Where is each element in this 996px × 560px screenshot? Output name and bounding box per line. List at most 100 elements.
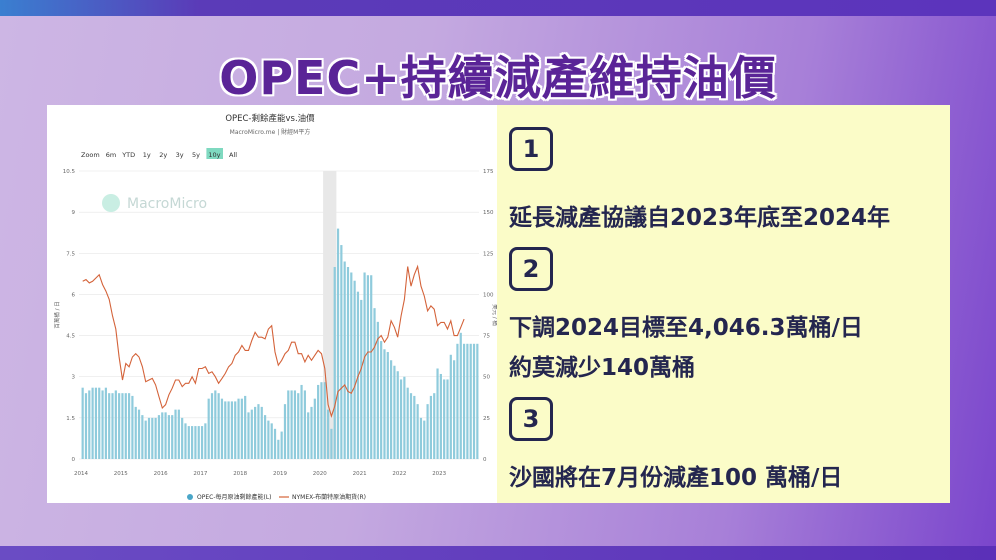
spare-capacity-bar bbox=[250, 409, 253, 459]
spare-capacity-bar bbox=[326, 409, 330, 459]
y-left-tick-label: 6 bbox=[72, 292, 76, 298]
x-tick-label: 2019 bbox=[273, 471, 287, 477]
key-points-panel: 1 延長減產協議自2023年底至2024年 2 下調2024目標至4,046.3… bbox=[497, 105, 950, 503]
spare-capacity-bar bbox=[157, 415, 161, 459]
spare-capacity-bar bbox=[343, 261, 346, 459]
spare-capacity-bar bbox=[459, 332, 462, 459]
spare-capacity-bar bbox=[293, 390, 297, 459]
range-button-selected-bg bbox=[206, 148, 223, 159]
spare-capacity-bar bbox=[366, 275, 369, 459]
spare-capacity-bar bbox=[303, 390, 306, 459]
y-left-tick-label: 10.5 bbox=[63, 169, 76, 175]
spare-capacity-bar bbox=[91, 387, 94, 459]
spare-capacity-bar bbox=[336, 228, 340, 459]
range-button-10y[interactable]: 10y bbox=[208, 151, 220, 159]
spare-capacity-bar bbox=[363, 272, 366, 459]
y-right-tick-label: 175 bbox=[483, 169, 494, 175]
y-right-axis-label: 美元 / 桶 bbox=[491, 304, 497, 326]
spare-capacity-bar bbox=[313, 398, 316, 459]
y-right-tick-label: 0 bbox=[483, 457, 487, 463]
spare-capacity-bar bbox=[453, 360, 456, 459]
spare-capacity-bar bbox=[270, 423, 273, 459]
top-band bbox=[0, 0, 996, 16]
spare-capacity-bar bbox=[257, 404, 260, 459]
spare-capacity-bar bbox=[94, 387, 98, 459]
spare-capacity-bar bbox=[373, 308, 376, 459]
spare-capacity-bar bbox=[263, 415, 267, 459]
y-left-tick-label: 1.5 bbox=[66, 416, 75, 422]
spare-capacity-bar bbox=[194, 426, 197, 459]
y-left-tick-label: 4.5 bbox=[66, 334, 75, 340]
spare-capacity-bar bbox=[396, 371, 399, 459]
spare-capacity-bar bbox=[297, 393, 300, 459]
spare-capacity-bar bbox=[406, 387, 409, 459]
spare-capacity-bar bbox=[260, 406, 263, 459]
legend-bar-label: OPEC-每月原油剩餘產能(L) bbox=[197, 493, 272, 501]
spare-capacity-bar bbox=[436, 368, 439, 459]
y-left-tick-label: 7.5 bbox=[66, 251, 75, 257]
range-button-all[interactable]: All bbox=[229, 151, 237, 159]
spare-capacity-bar bbox=[469, 343, 472, 459]
spare-capacity-bar bbox=[283, 404, 287, 459]
spare-capacity-bar bbox=[114, 390, 117, 459]
spare-capacity-bar bbox=[386, 352, 389, 459]
spare-capacity-bar bbox=[346, 267, 350, 459]
spare-capacity-bar bbox=[177, 409, 180, 459]
bottom-band bbox=[0, 546, 996, 560]
y-left-axis-label: 百萬桶 / 日 bbox=[53, 301, 61, 328]
spare-capacity-bar bbox=[131, 395, 134, 459]
range-button-3y[interactable]: 3y bbox=[176, 151, 184, 159]
macromicro-watermark: MacroMicro bbox=[102, 194, 207, 212]
spare-capacity-bar bbox=[121, 393, 124, 459]
range-button-ytd[interactable]: YTD bbox=[121, 151, 135, 159]
spare-capacity-bar bbox=[439, 373, 442, 459]
spare-capacity-bar bbox=[224, 401, 227, 459]
spare-capacity-bar bbox=[390, 360, 393, 459]
spare-capacity-bar bbox=[353, 280, 356, 459]
spare-capacity-bar bbox=[287, 390, 290, 459]
spare-capacity-bar bbox=[360, 299, 363, 459]
spare-capacity-bar bbox=[300, 384, 303, 459]
spare-capacity-bar bbox=[151, 417, 154, 459]
y-left-tick-label: 0 bbox=[72, 457, 76, 463]
spare-capacity-bar bbox=[220, 398, 224, 459]
spare-capacity-bar bbox=[416, 404, 419, 459]
spare-capacity-bar bbox=[320, 382, 323, 459]
spare-capacity-bar bbox=[419, 417, 423, 459]
spare-capacity-bar bbox=[137, 409, 141, 459]
spare-capacity-bar bbox=[104, 387, 107, 459]
spare-capacity-bar bbox=[317, 384, 320, 459]
spare-capacity-bar bbox=[449, 354, 452, 459]
spare-capacity-bar bbox=[210, 393, 214, 459]
y-right-tick-label: 125 bbox=[483, 251, 494, 257]
spare-capacity-bar bbox=[227, 401, 230, 459]
spare-capacity-bar bbox=[403, 376, 406, 459]
x-tick-label: 2021 bbox=[353, 471, 367, 477]
spare-capacity-bar bbox=[154, 417, 157, 459]
x-tick-label: 2016 bbox=[154, 471, 168, 477]
range-button-5y[interactable]: 5y bbox=[192, 151, 200, 159]
spare-capacity-bar bbox=[350, 272, 353, 459]
spare-capacity-bar bbox=[240, 398, 243, 459]
spare-capacity-bar bbox=[88, 390, 91, 459]
macromicro-logo-icon bbox=[102, 194, 120, 212]
spare-capacity-bar bbox=[230, 401, 234, 459]
spare-capacity-bar bbox=[472, 343, 476, 459]
spare-capacity-bar bbox=[124, 393, 127, 459]
spare-capacity-bar bbox=[108, 393, 111, 459]
spare-capacity-bar bbox=[409, 393, 413, 459]
spare-capacity-bar bbox=[273, 428, 277, 459]
brent-price-line bbox=[82, 264, 465, 419]
spare-capacity-bar bbox=[118, 393, 121, 459]
spare-capacity-bar bbox=[307, 412, 310, 459]
spare-capacity-bar bbox=[111, 393, 114, 459]
range-button-1y[interactable]: 1y bbox=[143, 151, 151, 159]
y-right-tick-label: 25 bbox=[483, 416, 490, 422]
point-2-text: 下調2024目標至4,046.3萬桶/日 bbox=[509, 315, 863, 341]
spare-capacity-bar bbox=[214, 390, 217, 459]
range-button-6m[interactable]: 6m bbox=[106, 151, 116, 159]
spare-capacity-bar bbox=[234, 401, 237, 459]
range-button-2y[interactable]: 2y bbox=[159, 151, 167, 159]
point-3-number: 3 bbox=[509, 397, 553, 441]
point-2-number: 2 bbox=[509, 247, 553, 291]
